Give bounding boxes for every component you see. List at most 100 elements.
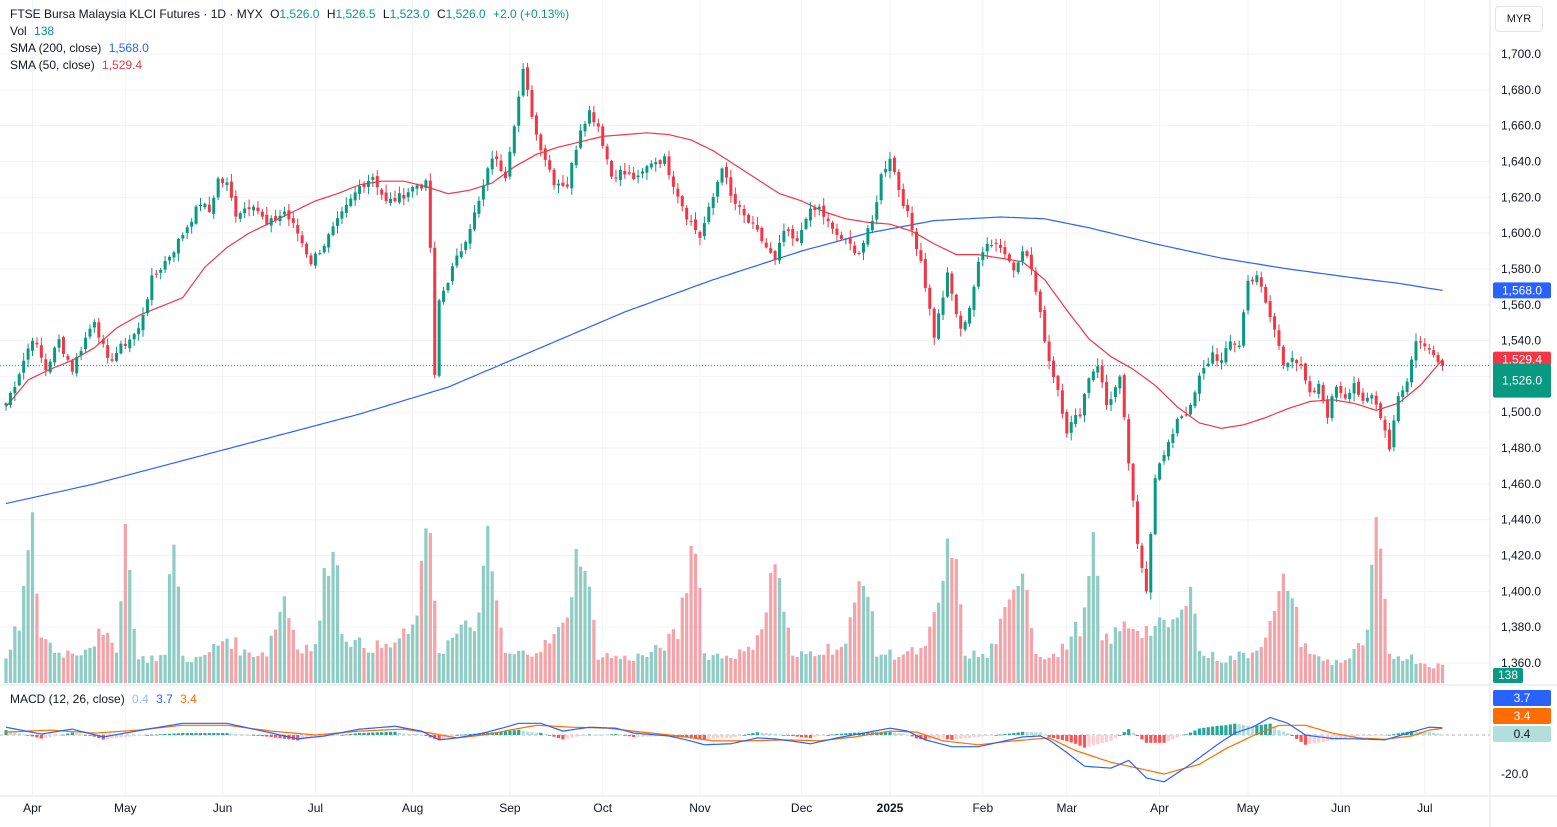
macd-histogram-bar <box>238 734 242 736</box>
sma200-value: 1,568.0 <box>108 41 149 55</box>
volume-bar <box>954 558 958 683</box>
time-tick-label: Mar <box>1056 801 1077 815</box>
macd-legend[interactable]: MACD (12, 26, close) 0.4 3.7 3.4 <box>10 691 197 708</box>
ohlc-legend: FTSE Bursa Malaysia KLCI Futures · 1D · … <box>10 6 569 23</box>
candlesticks[interactable] <box>0 62 1490 600</box>
candle-body <box>75 356 79 374</box>
macd-histogram-bar <box>406 733 410 735</box>
candle-body <box>795 238 799 241</box>
candle-body <box>1224 348 1228 363</box>
macd-histogram-bar <box>1423 731 1427 735</box>
price-tick-label: 1,660.0 <box>1501 119 1541 133</box>
macd-histogram-bar <box>304 735 309 739</box>
volume-bar <box>1334 660 1339 683</box>
sma50-legend[interactable]: SMA (50, close) 1,529.4 <box>10 57 142 74</box>
volume-bar <box>1325 659 1330 683</box>
symbol-title[interactable]: FTSE Bursa Malaysia KLCI Futures · 1D · … <box>10 7 263 21</box>
macd-histogram-bar <box>729 735 733 738</box>
candle-body <box>782 230 786 242</box>
candle-body <box>1087 378 1091 393</box>
currency-button[interactable]: MYR <box>1495 6 1543 32</box>
volume-bar <box>574 549 578 683</box>
macd-histogram-bar <box>1122 732 1126 735</box>
volume-bar <box>1436 663 1440 683</box>
candle-body <box>1277 330 1281 346</box>
macd-histogram-bar <box>636 735 640 737</box>
volume-bar <box>428 533 432 683</box>
candle-body <box>1423 343 1427 347</box>
candle-body <box>1025 251 1029 257</box>
macd-histogram-bar <box>1356 735 1361 736</box>
macd-histogram-bar <box>1193 730 1197 735</box>
volume-bar <box>800 651 804 683</box>
volume-bar <box>1268 620 1272 683</box>
macd-histogram-bar <box>685 735 689 738</box>
macd-histogram-bar <box>565 735 569 739</box>
volume-bar <box>804 654 808 683</box>
volume-legend[interactable]: Vol 138 <box>10 23 54 40</box>
candle-body <box>1060 390 1064 414</box>
macd-histogram-bar <box>309 735 313 738</box>
volume-bar <box>1047 657 1051 683</box>
volume-bar <box>185 661 189 683</box>
candle-body <box>773 251 777 260</box>
time-tick-label: Nov <box>689 801 710 815</box>
macd-histogram-bar <box>455 735 459 736</box>
candle-body <box>747 214 751 223</box>
volume-bar <box>1043 659 1047 683</box>
volume-bar <box>393 642 397 683</box>
macd-histogram-bar <box>167 733 172 735</box>
candle-body <box>1078 414 1082 417</box>
candle-body <box>720 168 724 183</box>
macd-histogram-bar <box>808 735 813 739</box>
volume-bar <box>1012 589 1016 683</box>
volume-bar <box>384 643 388 683</box>
candle-body <box>923 259 927 288</box>
candle-body <box>247 207 251 210</box>
macd-histogram-bar <box>388 731 393 735</box>
price-tick-label: 1,480.0 <box>1501 441 1541 455</box>
volume-bar <box>335 565 340 683</box>
volume-bar <box>176 586 180 683</box>
macd-histogram-bar <box>1436 733 1440 735</box>
macd-histogram-bar <box>397 732 401 735</box>
candle-body <box>826 218 830 222</box>
volume-bar <box>1118 631 1122 683</box>
candle-body <box>526 67 530 90</box>
volume-bar <box>1096 575 1100 683</box>
volume-bar <box>1188 586 1193 683</box>
change-value: +2.0 (+0.13%) <box>493 7 570 21</box>
macd-histogram-bar <box>1308 735 1312 745</box>
volume-bar <box>548 643 552 683</box>
volume-bar <box>79 655 83 683</box>
candle-body <box>1237 345 1241 347</box>
macd-histogram-bar <box>128 735 132 737</box>
candle-body <box>397 193 401 203</box>
candle-body <box>1281 346 1285 365</box>
candle-body <box>26 348 30 360</box>
candle-body <box>1379 403 1383 419</box>
macd-histogram-bar <box>468 734 472 735</box>
candle-body <box>1113 387 1117 397</box>
candle-body <box>225 182 229 186</box>
macd-histogram-bar <box>1118 735 1122 736</box>
volume-bar <box>1025 589 1029 683</box>
time-tick-label: Jul <box>1417 801 1432 815</box>
candle-body <box>1343 394 1347 399</box>
volume-bar <box>875 656 879 683</box>
candle-body <box>831 222 835 229</box>
candle-body <box>645 166 649 173</box>
volume-bar <box>702 653 706 683</box>
candle-body <box>57 339 61 348</box>
candle-body <box>897 171 901 190</box>
macd-histogram-bar <box>738 735 742 736</box>
macd-histogram-bar <box>1233 723 1237 735</box>
sma50-path <box>5 132 1443 430</box>
macd-histogram-bar <box>212 733 216 735</box>
macd-histogram-bar <box>923 735 927 740</box>
volume-bar <box>1330 664 1334 683</box>
volume-bar <box>923 645 927 683</box>
sma200-legend[interactable]: SMA (200, close) 1,568.0 <box>10 40 149 57</box>
volume-bar <box>1104 633 1109 683</box>
volume-bar <box>1175 617 1179 683</box>
